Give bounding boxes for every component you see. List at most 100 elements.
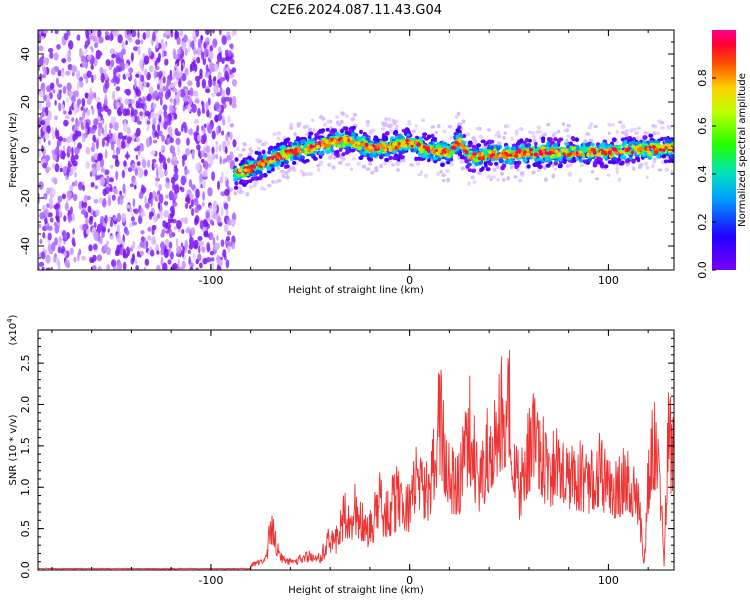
spectral-point <box>317 140 322 145</box>
spectral-point <box>356 161 362 166</box>
noise-speck <box>38 150 41 159</box>
noise-speck <box>94 185 99 190</box>
noise-speck <box>65 114 70 120</box>
noise-speck <box>46 203 51 209</box>
spectral-point <box>233 191 238 196</box>
noise-speck <box>85 146 91 155</box>
noise-speck <box>130 107 135 117</box>
spectral-point <box>405 138 410 143</box>
noise-speck <box>43 30 49 34</box>
noise-speck <box>131 162 136 172</box>
noise-speck <box>149 250 155 257</box>
spectral-point <box>474 158 479 163</box>
noise-speck <box>38 30 41 34</box>
spectral-point <box>338 160 343 165</box>
noise-speck <box>191 103 197 113</box>
noise-speck <box>87 195 91 200</box>
spectral-point <box>447 124 453 129</box>
spectral-point <box>457 151 462 157</box>
colorbar-tick-label: 0.0 <box>696 261 709 279</box>
noise-speck <box>104 123 108 132</box>
noise-speck <box>165 170 169 176</box>
noise-speck <box>62 165 68 174</box>
spectral-point <box>646 150 651 154</box>
noise-speck <box>91 107 95 116</box>
spectral-point <box>596 153 601 157</box>
noise-speck <box>83 232 87 239</box>
spectral-point <box>352 157 356 161</box>
spectral-point <box>237 173 242 178</box>
spectral-point <box>261 142 266 147</box>
noise-speck <box>89 215 94 221</box>
spectral-point <box>615 130 619 135</box>
noise-speck <box>222 158 226 165</box>
noise-speck <box>215 154 219 159</box>
spectral-point <box>630 128 634 133</box>
spectral-point <box>446 177 450 182</box>
noise-speck <box>127 167 133 173</box>
noise-speck <box>152 239 157 245</box>
noise-speck <box>79 223 84 231</box>
spectral-point <box>334 141 339 145</box>
spectral-point <box>305 172 309 177</box>
noise-speck <box>130 98 135 105</box>
spectral-point <box>441 144 447 149</box>
noise-speck <box>85 160 90 170</box>
noise-speck <box>216 265 222 270</box>
spectral-point <box>365 120 371 124</box>
spectral-point <box>663 159 668 164</box>
noise-speck <box>225 87 231 96</box>
noise-speck <box>63 215 67 222</box>
noise-speck <box>161 134 165 142</box>
spectral-point <box>550 148 555 152</box>
noise-speck <box>139 241 145 248</box>
noise-speck <box>218 260 224 267</box>
noise-speck <box>83 73 88 80</box>
spectral-point <box>341 112 346 116</box>
spectral-point <box>459 134 463 139</box>
noise-speck <box>62 104 65 112</box>
spectral-point <box>578 146 583 151</box>
spectral-point <box>494 161 499 166</box>
noise-speck <box>173 81 178 86</box>
noise-speck <box>205 211 210 219</box>
spectral-point <box>588 138 594 143</box>
noise-speck <box>42 232 46 239</box>
noise-speck <box>107 228 110 233</box>
noise-speck <box>42 87 46 96</box>
noise-speck <box>227 115 231 123</box>
noise-speck <box>109 221 114 227</box>
noise-speck <box>81 255 86 261</box>
spectral-point <box>400 155 405 160</box>
noise-speck <box>158 184 162 192</box>
spectral-point <box>655 150 659 154</box>
spectral-point <box>486 174 492 179</box>
noise-speck <box>62 137 67 143</box>
noise-speck <box>211 153 216 160</box>
y-tick-label: -20 <box>19 189 32 207</box>
noise-speck <box>135 88 141 97</box>
noise-speck <box>201 78 207 89</box>
noise-speck <box>130 244 135 250</box>
spectral-point <box>419 170 423 174</box>
noise-speck <box>96 101 102 109</box>
spectral-point <box>511 152 516 156</box>
spectral-point <box>528 148 534 152</box>
noise-speck <box>164 58 169 66</box>
noise-speck <box>41 251 46 260</box>
spectral-point <box>458 122 463 126</box>
noise-speck <box>214 114 219 123</box>
noise-speck <box>209 63 215 73</box>
spectral-point <box>630 150 635 155</box>
noise-speck <box>104 169 110 176</box>
noise-speck <box>97 106 102 116</box>
spectral-point <box>363 146 369 151</box>
noise-speck <box>90 45 93 50</box>
spectral-point <box>419 149 424 154</box>
noise-speck <box>161 50 165 58</box>
spectral-point <box>533 152 538 157</box>
spectral-point <box>289 122 294 127</box>
spectral-point <box>364 142 369 147</box>
spectral-point <box>396 168 400 172</box>
spectral-point <box>358 156 364 160</box>
